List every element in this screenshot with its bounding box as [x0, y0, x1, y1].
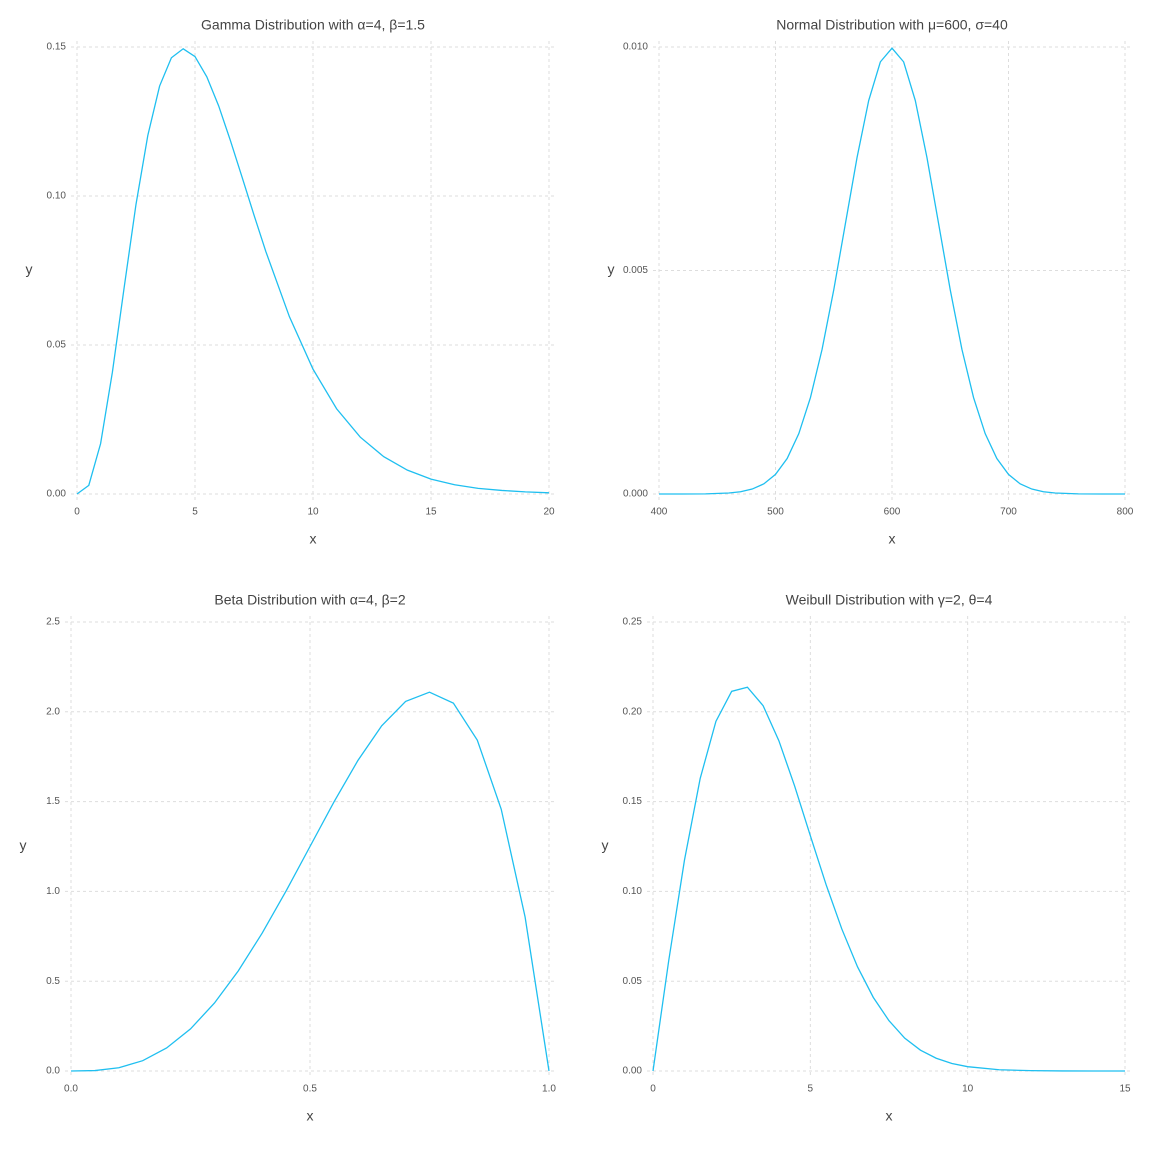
x-tick-label: 10 — [962, 1084, 974, 1095]
y-tick-label: 0.25 — [623, 617, 643, 628]
x-tick-label: 700 — [1000, 507, 1017, 518]
curve — [652, 686, 1126, 1072]
curve — [658, 47, 1126, 495]
x-tick-label: 5 — [808, 1084, 814, 1095]
y-tick-label: 2.5 — [46, 617, 60, 628]
y-tick-label: 0.05 — [623, 976, 643, 987]
y-tick-label: 0.10 — [47, 191, 67, 202]
y-axis-label: y — [608, 261, 615, 277]
x-tick-label: 0 — [650, 1084, 656, 1095]
x-tick-label: 800 — [1117, 507, 1134, 518]
y-tick-label: 0.00 — [47, 489, 67, 500]
x-tick-label: 0 — [74, 507, 80, 518]
y-tick-label: 0.0 — [46, 1066, 60, 1077]
y-tick-label: 0.15 — [47, 42, 67, 53]
curve — [70, 691, 550, 1072]
x-axis-label: x — [310, 531, 317, 547]
x-tick-label: 20 — [543, 507, 555, 518]
x-tick-label: 0.0 — [64, 1084, 78, 1095]
y-tick-label: 0.00 — [623, 1066, 643, 1077]
x-tick-label: 15 — [1119, 1084, 1131, 1095]
chart-title: Weibull Distribution with γ=2, θ=4 — [786, 592, 993, 608]
x-tick-label: 600 — [884, 507, 901, 518]
curve — [76, 47, 550, 495]
x-tick-label: 5 — [192, 507, 198, 518]
x-tick-label: 1.0 — [542, 1084, 556, 1095]
y-tick-label: 2.0 — [46, 706, 60, 717]
x-axis-label: x — [886, 1108, 893, 1124]
chart-title: Gamma Distribution with α=4, β=1.5 — [201, 17, 425, 33]
x-tick-label: 0.5 — [303, 1084, 317, 1095]
x-tick-label: 500 — [767, 507, 784, 518]
y-axis-label: y — [20, 837, 27, 853]
x-tick-label: 15 — [425, 507, 437, 518]
y-tick-label: 0.05 — [47, 340, 67, 351]
y-tick-label: 0.005 — [623, 265, 648, 276]
y-axis-label: y — [26, 261, 33, 277]
chart-title: Normal Distribution with μ=600, σ=40 — [776, 17, 1008, 33]
y-tick-label: 0.20 — [623, 706, 643, 717]
x-axis-label: x — [307, 1108, 314, 1124]
y-axis-label: y — [602, 837, 609, 853]
x-tick-label: 400 — [651, 507, 668, 518]
x-axis-label: x — [889, 531, 896, 547]
y-tick-label: 1.5 — [46, 796, 60, 807]
x-tick-label: 10 — [307, 507, 319, 518]
y-tick-label: 0.000 — [623, 489, 648, 500]
y-tick-label: 0.10 — [623, 886, 643, 897]
y-tick-label: 0.5 — [46, 976, 60, 987]
y-tick-label: 0.15 — [623, 796, 643, 807]
y-tick-label: 0.010 — [623, 42, 648, 53]
chart-title: Beta Distribution with α=4, β=2 — [214, 592, 405, 608]
y-tick-label: 1.0 — [46, 886, 60, 897]
